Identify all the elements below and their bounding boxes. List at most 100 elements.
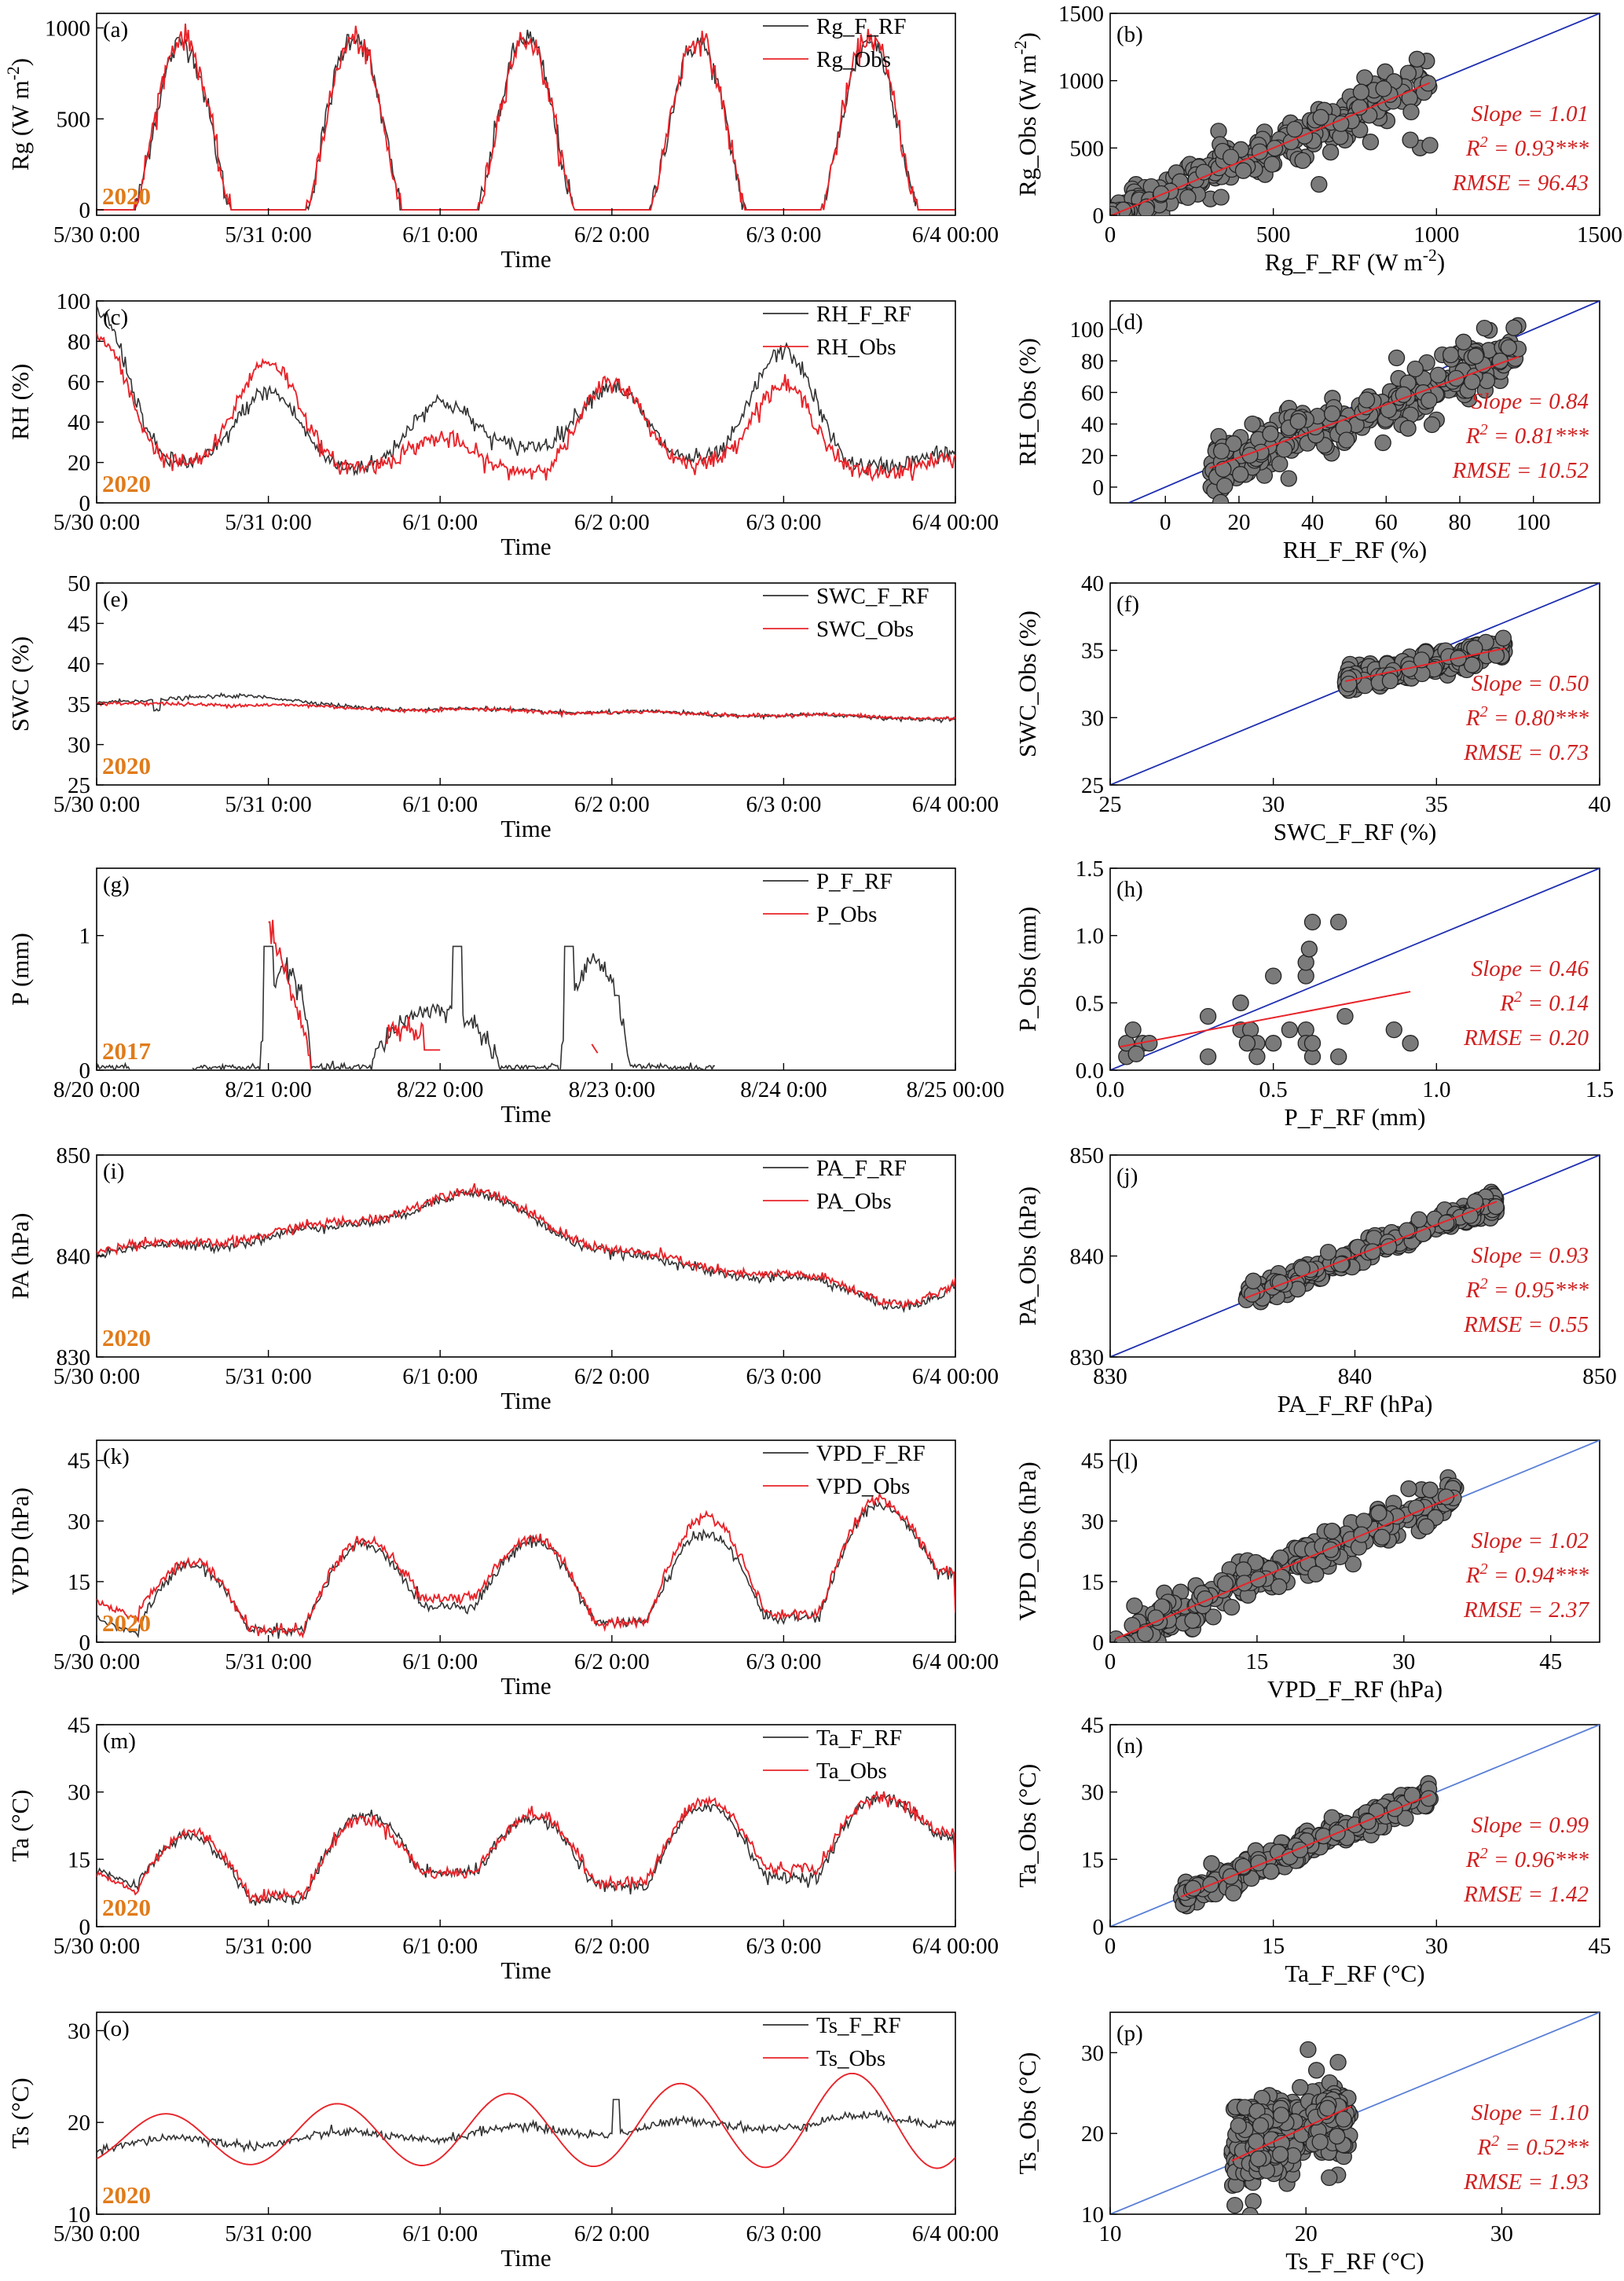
regression-line	[1110, 82, 1431, 215]
year-label: 2020	[102, 1894, 151, 1921]
scatter-point	[1311, 2133, 1329, 2151]
scatter-point	[1380, 401, 1398, 419]
scatter-point	[1307, 1565, 1325, 1582]
one-to-one-line	[1110, 868, 1600, 1070]
timeseries-panel-a: 0 500 1000 5/30 0:00 5/31 0:00 6/1 0:00 6/2 0:…	[4, 13, 999, 273]
plot-frame	[96, 867, 956, 1071]
x-tick-label: 6/4 00:00	[912, 1649, 999, 1674]
y-tick-label: 25	[1081, 773, 1104, 798]
scatter-point	[1263, 156, 1281, 173]
scatter-point	[1447, 369, 1465, 387]
x-tick-label: 20	[1295, 2221, 1318, 2246]
x-axis-label: Time	[500, 815, 551, 842]
x-axis-label: Time	[500, 245, 551, 273]
x-tick-label: 830	[1093, 1364, 1127, 1389]
scatter-point	[1335, 2110, 1352, 2128]
scatter-point	[1184, 1612, 1201, 1629]
scatter-point	[1203, 1855, 1220, 1872]
y-tick-label: 15	[1081, 1570, 1104, 1595]
rmse-label: RMSE = 96.43	[1452, 171, 1589, 196]
legend-label: PA_Obs	[816, 1189, 892, 1214]
slope-label: Slope = 0.93	[1472, 1243, 1589, 1268]
scatter-point	[1125, 218, 1141, 233]
panel-label: (n)	[1116, 1733, 1143, 1758]
panel-label: (j)	[1116, 1164, 1138, 1189]
panel-label: (e)	[103, 587, 128, 612]
scatter-point	[1212, 189, 1230, 206]
x-tick-label: 6/3 0:00	[746, 1934, 821, 1959]
scatter-panel-p: 10 20 30 10 20 30 Ts_F_RF (°C) Ts_Obs (°C) (p) Sl…	[1014, 2011, 1600, 2275]
y-tick-label: 60	[1081, 380, 1104, 405]
x-tick-label: 5/31 0:00	[225, 1649, 311, 1674]
x-tick-label: 6/2 0:00	[574, 1934, 650, 1959]
x-tick-label: 0	[1105, 222, 1116, 248]
year-label: 2017	[102, 1037, 151, 1065]
timeseries-panel-k: 0 15 30 45 5/30 0:00 5/31 0:00 6/1 0:00 6/2 0:0…	[6, 1439, 999, 1700]
scatter-panel-l: 0 15 30 45 0 15 30 45 VPD_F_RF (hPa) VPD_Obs (hPa…	[1014, 1439, 1600, 1703]
y-tick-label: 10	[68, 2202, 90, 2228]
y-axis-label: PA (hPa)	[6, 1213, 34, 1300]
scatter-point	[1381, 672, 1399, 690]
scatter-point	[1406, 360, 1424, 378]
x-tick-label: 840	[1338, 1364, 1373, 1389]
x-axis-label: Time	[500, 1100, 551, 1128]
scatter-point	[1230, 2117, 1247, 2135]
y-tick-label: 15	[68, 1570, 90, 1595]
y-tick-label: 30	[1081, 1780, 1104, 1806]
scatter-point	[1399, 420, 1417, 437]
scatter-point	[1467, 347, 1484, 365]
scatter-point	[1234, 162, 1252, 179]
panel-label: (l)	[1116, 1449, 1138, 1474]
x-tick-label: 5/30 0:00	[53, 510, 140, 535]
rmse-label: RMSE = 1.42	[1463, 1882, 1589, 1907]
y-tick-label: 25	[68, 773, 90, 798]
y-tick-label: 30	[1081, 2041, 1104, 2066]
scatter-point	[1370, 1505, 1388, 1522]
scatter-point	[1247, 1553, 1264, 1571]
plot-frame	[1109, 582, 1600, 786]
regression-line	[1244, 1201, 1498, 1300]
x-tick-label: 45	[1589, 1934, 1611, 1959]
scatter-point	[1245, 1272, 1262, 1289]
x-tick-label: 6/4 00:00	[912, 510, 999, 535]
rmse-label: RMSE = 10.52	[1452, 458, 1589, 483]
panel-label: (g)	[103, 872, 130, 897]
scatter-panel-n: 0 15 30 45 0 15 30 45 Ta_F_RF (°C) Ta_Obs (°C) (n)…	[1014, 1713, 1611, 1987]
x-tick-label: 25	[1099, 792, 1122, 817]
x-tick-label: 6/1 0:00	[402, 1934, 478, 1959]
year-label: 2020	[102, 1609, 151, 1637]
x-tick-label: 60	[1375, 510, 1398, 535]
x-tick-label: 1.5	[1586, 1077, 1614, 1102]
x-tick-label: 6/1 0:00	[402, 792, 478, 817]
y-tick-label: 20	[68, 451, 90, 476]
scatter-point	[1124, 1021, 1142, 1039]
x-tick-label: 30	[1490, 2221, 1513, 2246]
scatter-panel-b: 0 500 1000 1500 0 500 1000 1500 Rg_F_RF (W m-2) R…	[1011, 2, 1622, 276]
y-tick-label: 0	[1093, 1630, 1105, 1656]
x-tick-label: 6/3 0:00	[746, 1364, 821, 1389]
x-tick-label: 6/1 0:00	[402, 510, 478, 535]
x-tick-label: 1500	[1577, 222, 1622, 248]
plot-frame	[1109, 1724, 1600, 1927]
timeseries-panel-g: 0 1 8/20 0:00 8/21 0:00 8/22 0:00 8/23 0:00 8/…	[6, 867, 1004, 1128]
x-tick-label: 40	[1589, 792, 1611, 817]
x-tick-label: 0.5	[1259, 1077, 1288, 1102]
y-tick-label: 40	[68, 652, 90, 677]
scatter-point	[1216, 477, 1234, 495]
scatter-point	[1236, 1575, 1253, 1592]
y-axis-label: Ts (°C)	[6, 2077, 34, 2148]
scatter-point	[1421, 391, 1438, 409]
y-tick-label: 500	[57, 107, 91, 132]
scatter-point	[1265, 1035, 1282, 1052]
scatter-point	[1199, 1007, 1217, 1025]
scatter-point	[1199, 1048, 1217, 1065]
series-line-VPD_F_RF	[97, 1499, 955, 1639]
scatter-point	[1292, 2078, 1309, 2096]
legend-label: PA_F_RF	[816, 1156, 907, 1181]
r2-label: R2 = 0.95***	[1465, 1275, 1589, 1303]
y-tick-label: 30	[1081, 1509, 1104, 1535]
scatter-point	[1265, 967, 1282, 985]
scatter-point	[1421, 137, 1439, 154]
timeseries-panel-c: 0 20 40 60 80 100 5/30 0:00 5/31 0:00 6/1 0:00 6/…	[6, 289, 999, 560]
rmse-label: RMSE = 2.37	[1463, 1597, 1589, 1623]
